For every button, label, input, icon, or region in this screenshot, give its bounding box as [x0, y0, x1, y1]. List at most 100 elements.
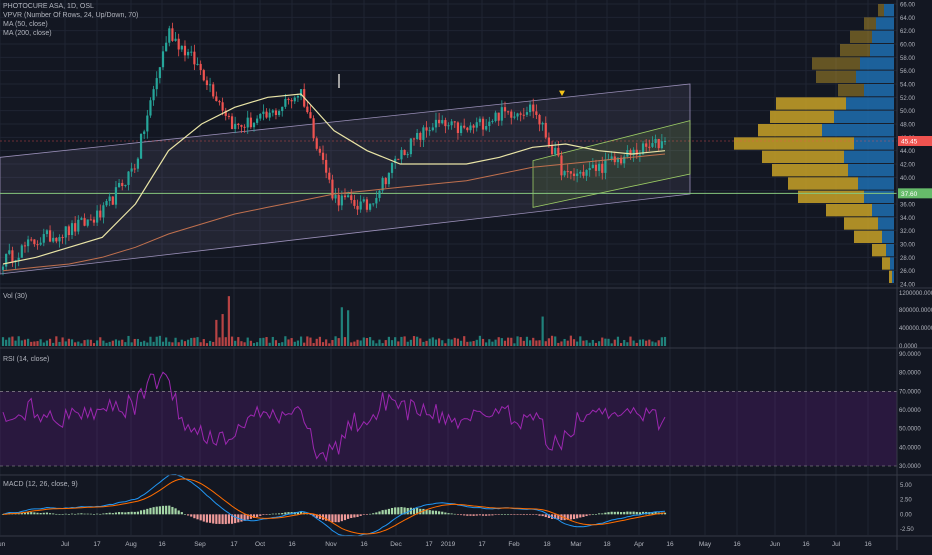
- macd-histogram-bar: [318, 514, 321, 519]
- macd-histogram-bar: [58, 514, 61, 515]
- volume-bar: [64, 341, 67, 346]
- macd-histogram-bar: [70, 513, 74, 515]
- macd-histogram-bar: [494, 514, 497, 515]
- macd-histogram-bar: [86, 513, 89, 515]
- macd-histogram-bar: [281, 513, 284, 515]
- candle-body: [193, 51, 196, 65]
- candle-body: [318, 148, 321, 153]
- volume-bar: [513, 343, 516, 346]
- macd-histogram-bar: [152, 507, 155, 515]
- time-tick-label: 2019: [441, 541, 456, 548]
- candle-body: [218, 101, 221, 103]
- macd-histogram-bar: [74, 513, 77, 515]
- macd-histogram-bar: [497, 514, 500, 515]
- candle-body: [39, 242, 42, 245]
- volume-bar: [74, 342, 77, 346]
- volume-bar: [208, 340, 212, 346]
- vpvr-up-bar: [878, 217, 894, 230]
- volume-pane-label[interactable]: Vol (30): [3, 293, 28, 300]
- price-tick-label: 48.00: [900, 123, 916, 129]
- candle-body: [315, 138, 318, 149]
- volume-bar: [299, 336, 303, 346]
- macd-histogram-bar: [234, 514, 237, 524]
- candle-body: [538, 114, 541, 125]
- vpvr-down-bar: [864, 17, 876, 30]
- candle-body: [582, 171, 585, 176]
- macd-histogram-bar: [513, 514, 516, 515]
- time-tick-label: Jun: [0, 541, 6, 548]
- vpvr-up-bar: [860, 57, 894, 70]
- candle-body: [356, 205, 359, 210]
- rsi-tick-label: 90.0000: [899, 352, 921, 358]
- macd-histogram-bar: [525, 514, 529, 515]
- legend-ma50[interactable]: MA (50, close): [3, 21, 48, 28]
- macd-histogram-bar: [52, 513, 55, 515]
- time-tick-label: Aug: [125, 541, 137, 548]
- last-price-label: 45.45: [901, 139, 918, 146]
- macd-histogram-bar: [299, 511, 303, 515]
- volume-bar: [318, 336, 321, 346]
- vpvr-down-bar: [854, 230, 882, 243]
- volume-bar: [563, 338, 566, 346]
- candle-body: [403, 149, 406, 156]
- volume-bar: [20, 340, 23, 346]
- macd-histogram-bar: [45, 512, 49, 515]
- legend-vpvr[interactable]: VPVR (Number Of Rows, 24, Up/Down, 70): [3, 12, 139, 19]
- volume-bar: [30, 341, 33, 346]
- volume-bar: [284, 336, 287, 346]
- volume-bar: [5, 339, 8, 346]
- macd-histogram-bar: [438, 511, 441, 515]
- macd-histogram-bar: [331, 514, 334, 523]
- candle-body: [165, 42, 168, 52]
- price-tick-label: 40.00: [900, 176, 916, 182]
- volume-bar: [171, 342, 174, 346]
- macd-histogram-bar: [507, 514, 510, 515]
- rsi-pane-label[interactable]: RSI (14, close): [3, 356, 50, 363]
- time-tick-label: 18: [603, 541, 611, 548]
- candle-body: [249, 117, 252, 128]
- macd-histogram-bar: [265, 514, 268, 515]
- volume-bar: [582, 340, 585, 346]
- candle-body: [127, 171, 130, 185]
- macd-histogram-bar: [117, 512, 121, 515]
- volume-bar: [372, 340, 375, 346]
- volume-bar: [259, 338, 262, 346]
- volume-bar: [362, 337, 365, 346]
- candle-body: [641, 143, 645, 155]
- support-badge: [898, 188, 932, 199]
- macd-pane-label[interactable]: MACD (12, 26, close, 9): [3, 481, 78, 488]
- candle-body: [541, 122, 544, 125]
- candle-body: [52, 237, 55, 242]
- volume-bar: [488, 339, 491, 346]
- time-tick-label: May: [699, 541, 712, 548]
- time-tick-label: Jul: [832, 541, 841, 548]
- volume-bar: [591, 339, 594, 346]
- macd-histogram-bar: [387, 508, 391, 515]
- volume-bar: [80, 343, 83, 346]
- volume-bar: [296, 340, 300, 346]
- macd-histogram-bar: [579, 514, 582, 518]
- volume-bar: [547, 338, 551, 346]
- legend-ma200[interactable]: MA (200, close): [3, 30, 52, 37]
- volume-bar: [26, 338, 30, 346]
- macd-histogram-bar: [416, 508, 419, 515]
- volume-tick-label: 1200000.0000: [899, 291, 932, 297]
- candle-body: [152, 89, 155, 101]
- candle-body: [544, 122, 547, 138]
- candle-body: [309, 112, 312, 119]
- volume-tick-label: 800000.0000: [899, 308, 932, 314]
- macd-histogram-bar: [569, 514, 572, 520]
- volume-bar: [532, 337, 535, 346]
- volume-bar: [303, 342, 306, 346]
- macd-histogram-bar: [453, 513, 456, 515]
- macd-histogram-bar: [532, 514, 535, 515]
- candle-body: [48, 230, 52, 242]
- price-tick-label: 60.00: [900, 43, 916, 49]
- candle-body: [409, 138, 412, 155]
- price-tick-label: 50.00: [900, 109, 916, 115]
- macd-histogram-bar: [284, 512, 287, 515]
- volume-bar: [447, 338, 450, 346]
